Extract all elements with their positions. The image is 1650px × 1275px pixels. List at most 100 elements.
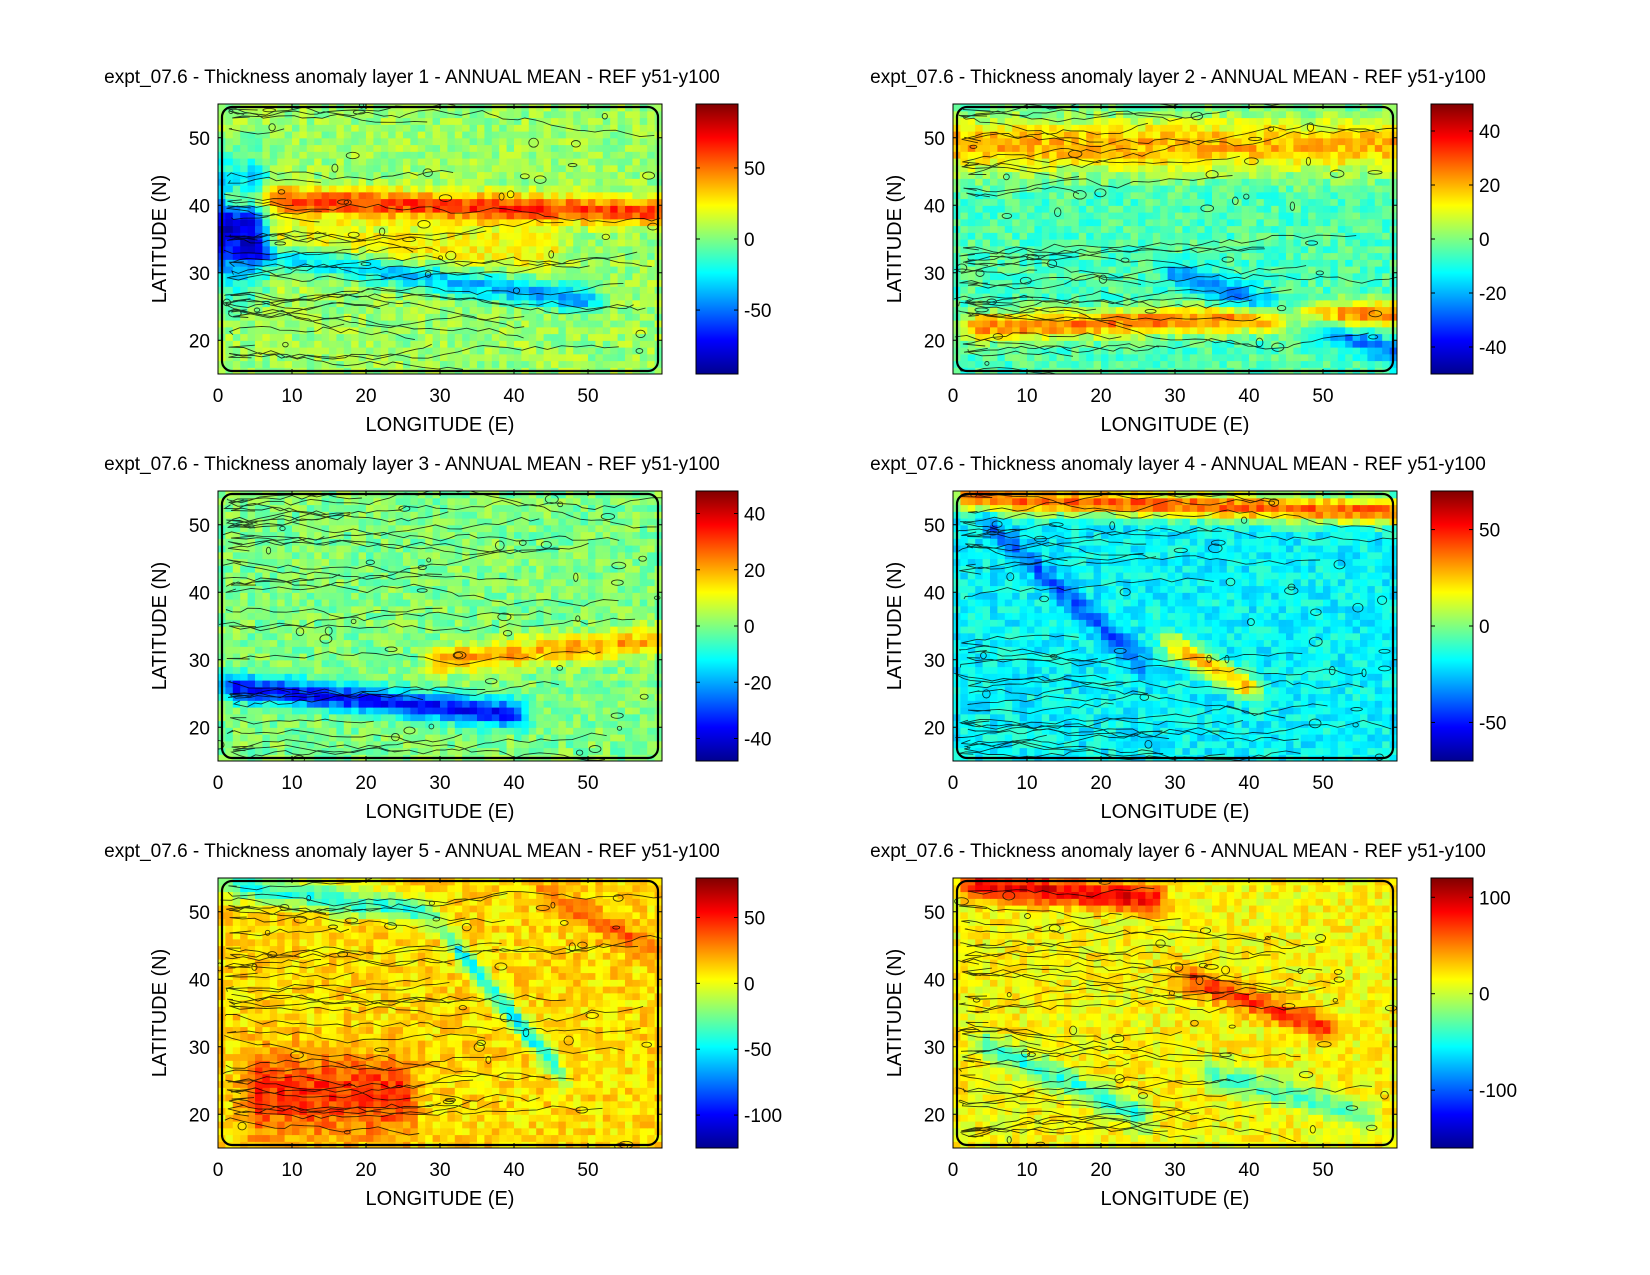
colorbar-tick-label: 40 bbox=[1479, 122, 1500, 143]
contour-lines bbox=[222, 104, 661, 370]
subplot-title: expt_07.6 - Thickness anomaly layer 5 - … bbox=[104, 841, 720, 862]
subplot-title: expt_07.6 - Thickness anomaly layer 6 - … bbox=[870, 841, 1486, 862]
colorbar-tick-label: 40 bbox=[744, 505, 765, 526]
y-tick-label: 50 bbox=[189, 516, 210, 537]
colorbar-gradient bbox=[695, 877, 739, 1149]
colorbar-tick-label: 100 bbox=[1479, 888, 1511, 909]
y-axis-label: LATITUDE (N) bbox=[149, 175, 171, 304]
x-axis-label: LONGITUDE (E) bbox=[366, 414, 515, 436]
anomaly-field bbox=[218, 104, 662, 374]
x-tick-label: 50 bbox=[1312, 1160, 1333, 1181]
colorbar-tick-label: 0 bbox=[744, 617, 755, 638]
x-tick-label: 30 bbox=[1164, 773, 1185, 794]
y-tick-label: 20 bbox=[924, 1105, 945, 1126]
subplot-3: expt_07.6 - Thickness anomaly layer 3 - … bbox=[104, 454, 771, 823]
x-axis-label: LONGITUDE (E) bbox=[1101, 801, 1250, 823]
x-tick-label: 40 bbox=[503, 386, 524, 407]
colorbar: -40 -20 0 20 40 bbox=[695, 490, 771, 762]
x-axis-label: LONGITUDE (E) bbox=[1101, 1188, 1250, 1210]
y-tick-label: 20 bbox=[189, 718, 210, 739]
x-tick-label: 40 bbox=[1238, 773, 1259, 794]
y-tick-label: 20 bbox=[189, 331, 210, 352]
x-tick-label: 30 bbox=[1164, 1160, 1185, 1181]
x-tick-label: 30 bbox=[429, 386, 450, 407]
colorbar: -50 0 50 bbox=[1430, 490, 1506, 762]
y-axis-label: LATITUDE (N) bbox=[884, 949, 906, 1078]
x-tick-label: 10 bbox=[281, 386, 302, 407]
colorbar-tick-label: -100 bbox=[744, 1106, 782, 1127]
y-tick-label: 50 bbox=[189, 129, 210, 150]
colorbar-tick-label: -100 bbox=[1479, 1081, 1517, 1102]
x-axis-label: LONGITUDE (E) bbox=[366, 801, 515, 823]
colorbar-gradient bbox=[695, 103, 739, 375]
y-tick-label: 20 bbox=[189, 1105, 210, 1126]
y-tick-label: 50 bbox=[189, 903, 210, 924]
x-tick-label: 30 bbox=[1164, 386, 1185, 407]
colorbar-tick-label: -50 bbox=[744, 301, 771, 322]
x-tick-label: 20 bbox=[355, 386, 376, 407]
contour-lines bbox=[218, 491, 662, 761]
colorbar-gradient bbox=[1430, 490, 1474, 762]
y-tick-label: 40 bbox=[924, 970, 945, 991]
x-tick-label: 40 bbox=[1238, 1160, 1259, 1181]
subplot-title: expt_07.6 - Thickness anomaly layer 2 - … bbox=[870, 67, 1486, 88]
x-tick-label: 50 bbox=[577, 386, 598, 407]
subplot-title: expt_07.6 - Thickness anomaly layer 3 - … bbox=[104, 454, 720, 475]
x-tick-label: 20 bbox=[355, 773, 376, 794]
y-tick-label: 50 bbox=[924, 903, 945, 924]
y-tick-label: 40 bbox=[189, 583, 210, 604]
x-tick-label: 0 bbox=[213, 1160, 224, 1181]
colorbar-tick-label: 50 bbox=[1479, 521, 1500, 542]
y-tick-label: 30 bbox=[924, 651, 945, 672]
colorbar: -50 0 50 bbox=[695, 103, 771, 375]
x-tick-label: 20 bbox=[1090, 386, 1111, 407]
anomaly-field bbox=[218, 878, 662, 1148]
x-tick-label: 0 bbox=[948, 386, 959, 407]
x-tick-label: 40 bbox=[503, 1160, 524, 1181]
colorbar-tick-label: -20 bbox=[1479, 284, 1506, 305]
x-tick-label: 10 bbox=[1016, 386, 1037, 407]
colorbar-gradient bbox=[695, 490, 739, 762]
x-tick-label: 50 bbox=[1312, 773, 1333, 794]
y-tick-label: 40 bbox=[189, 196, 210, 217]
x-tick-label: 0 bbox=[948, 1160, 959, 1181]
subplot-title: expt_07.6 - Thickness anomaly layer 4 - … bbox=[870, 454, 1486, 475]
x-tick-label: 50 bbox=[577, 773, 598, 794]
colorbar-tick-label: -20 bbox=[744, 673, 771, 694]
y-axis-label: LATITUDE (N) bbox=[149, 562, 171, 691]
y-tick-label: 30 bbox=[924, 264, 945, 285]
y-tick-label: 50 bbox=[924, 516, 945, 537]
colorbar-tick-label: -50 bbox=[744, 1040, 771, 1061]
x-axis-label: LONGITUDE (E) bbox=[1101, 414, 1250, 436]
y-axis-label: LATITUDE (N) bbox=[149, 949, 171, 1078]
contour-lines bbox=[953, 104, 1397, 374]
y-tick-label: 40 bbox=[924, 583, 945, 604]
anomaly-field bbox=[218, 491, 662, 761]
colorbar-tick-label: 50 bbox=[744, 909, 765, 930]
x-tick-label: 10 bbox=[281, 773, 302, 794]
x-tick-label: 10 bbox=[281, 1160, 302, 1181]
x-tick-label: 0 bbox=[213, 386, 224, 407]
subplot-4: expt_07.6 - Thickness anomaly layer 4 - … bbox=[870, 454, 1506, 823]
colorbar: -40 -20 0 20 40 bbox=[1430, 103, 1506, 375]
subplot-5: expt_07.6 - Thickness anomaly layer 5 - … bbox=[104, 841, 782, 1210]
colorbar-tick-label: 0 bbox=[1479, 985, 1490, 1006]
x-tick-label: 0 bbox=[213, 773, 224, 794]
y-tick-label: 30 bbox=[189, 651, 210, 672]
y-tick-label: 30 bbox=[189, 264, 210, 285]
y-tick-label: 30 bbox=[924, 1038, 945, 1059]
x-tick-label: 20 bbox=[355, 1160, 376, 1181]
x-tick-label: 30 bbox=[429, 773, 450, 794]
x-tick-label: 10 bbox=[1016, 1160, 1037, 1181]
x-tick-label: 50 bbox=[577, 1160, 598, 1181]
colorbar-tick-label: 50 bbox=[744, 159, 765, 180]
x-tick-label: 20 bbox=[1090, 1160, 1111, 1181]
subplot-6: expt_07.6 - Thickness anomaly layer 6 - … bbox=[870, 841, 1517, 1210]
y-tick-label: 50 bbox=[924, 129, 945, 150]
colorbar: -100 -50 0 50 bbox=[695, 877, 782, 1149]
x-axis-label: LONGITUDE (E) bbox=[366, 1188, 515, 1210]
colorbar-tick-label: -50 bbox=[1479, 713, 1506, 734]
x-tick-label: 50 bbox=[1312, 386, 1333, 407]
colorbar-tick-label: 0 bbox=[744, 974, 755, 995]
